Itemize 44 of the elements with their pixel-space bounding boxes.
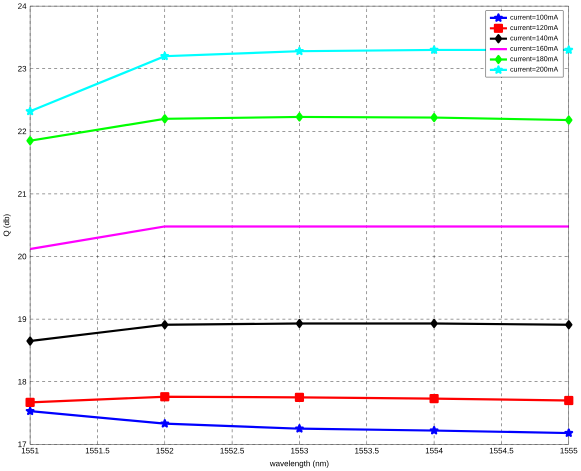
point [26, 136, 34, 146]
y-tick-label: 22 [18, 128, 26, 134]
point [430, 394, 439, 404]
x-tick-label: 1552.5 [220, 448, 244, 454]
point [565, 320, 572, 330]
x-tick-label: 1553 [291, 448, 308, 454]
point [294, 392, 304, 402]
point [160, 52, 170, 60]
point [161, 114, 169, 124]
y-tick-label: 20 [18, 254, 26, 260]
x-tick-label: 1552 [156, 448, 174, 454]
point [160, 392, 170, 402]
point [295, 46, 304, 56]
point [430, 45, 439, 54]
point [564, 428, 574, 437]
x-tick-label: 1555 [560, 448, 578, 454]
point [296, 318, 304, 328]
point [564, 45, 574, 54]
point [161, 320, 169, 330]
point [564, 396, 574, 405]
x-tick-label: 1554 [426, 448, 443, 454]
y-tick-label: 17 [18, 441, 26, 447]
point [26, 106, 35, 116]
x-tick-label: 1551 [22, 448, 39, 454]
y-tick-label: 24 [18, 3, 26, 9]
point [565, 115, 572, 125]
x-tick-label: 1551.5 [86, 448, 110, 454]
point [430, 318, 438, 328]
y-tick-label: 19 [18, 316, 26, 322]
y-axis-title: Q (db) [3, 214, 11, 236]
point [430, 426, 439, 434]
point [295, 424, 304, 433]
point [430, 112, 438, 122]
x-tick-label: 1554.5 [490, 448, 514, 454]
point [26, 336, 34, 346]
x-axis-title: wavelength (nm) [270, 460, 329, 468]
point [26, 406, 35, 415]
point [296, 112, 304, 122]
y-tick-label: 23 [18, 66, 26, 72]
point [26, 398, 35, 407]
point [160, 418, 170, 428]
y-tick-label: 18 [18, 378, 26, 384]
y-tick-label: 21 [18, 191, 26, 197]
x-tick-label: 1553.5 [355, 448, 379, 454]
